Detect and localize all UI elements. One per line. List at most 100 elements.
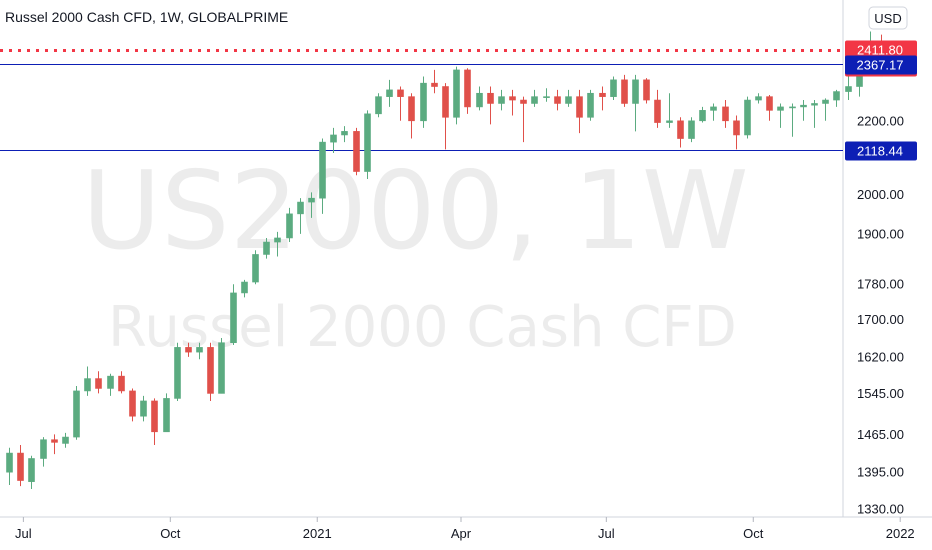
candle-14 [163, 393, 170, 433]
candle-42 [476, 86, 483, 111]
candle-60 [677, 117, 684, 148]
level-tag-bg-0 [845, 55, 917, 75]
candle-48 [543, 88, 550, 102]
candle-body [218, 342, 225, 394]
candle-body [845, 86, 852, 92]
candle-body [576, 96, 583, 118]
candle-body [666, 120, 673, 123]
candle-body [140, 400, 147, 417]
candle-19 [218, 338, 225, 394]
x-tick-label-1: Oct [160, 526, 181, 541]
candle-49 [554, 89, 561, 111]
level-tag-bg-1 [845, 141, 917, 161]
currency-badge[interactable] [868, 6, 908, 30]
candle-body [833, 91, 840, 101]
candle-body [420, 82, 427, 122]
candle-38 [431, 69, 438, 94]
candle-body [274, 237, 281, 243]
candle-body [84, 378, 91, 392]
candle-25 [286, 207, 293, 243]
candle-body [777, 106, 784, 111]
candle-body [800, 104, 807, 108]
candle-29 [330, 127, 337, 154]
y-tick-label-1: 2000.00 [857, 187, 904, 202]
candle-body [643, 79, 650, 101]
candle-74 [833, 89, 840, 107]
candle-67 [755, 93, 762, 104]
chart-title: Russel 2000 Cash CFD, 1W, GLOBALPRIME [5, 9, 288, 25]
candle-11 [129, 388, 136, 422]
candle-68 [766, 94, 773, 121]
candle-7 [84, 366, 91, 396]
candle-0 [6, 447, 13, 486]
candle-59 [666, 93, 673, 128]
candle-body [353, 131, 360, 172]
currency-label: USD [874, 11, 901, 26]
candle-4 [51, 434, 58, 455]
candle-10 [118, 371, 125, 394]
candle-75 [845, 76, 852, 101]
x-axis-ticks: JulOct2021AprJulOct2022Apr [15, 517, 915, 541]
candle-body [531, 96, 538, 104]
candle-body [73, 390, 80, 438]
candle-43 [487, 86, 494, 125]
candle-65 [733, 115, 740, 150]
candle-body [196, 347, 203, 353]
candle-body [476, 92, 483, 108]
level-tag-label-1: 2118.44 [857, 144, 903, 159]
candle-body [62, 436, 69, 444]
y-tick-label-3: 1780.00 [857, 277, 904, 292]
candle-body [263, 241, 270, 255]
candle-body [744, 99, 751, 136]
candle-body [174, 347, 181, 399]
candle-31 [353, 127, 360, 176]
candle-body [610, 79, 617, 97]
y-tick-label-7: 1465.00 [857, 427, 904, 442]
candle-1 [17, 445, 24, 487]
candle-55 [621, 74, 628, 107]
candle-71 [800, 100, 807, 121]
x-tick-label-2: 2021 [303, 526, 332, 541]
candle-body [587, 92, 594, 118]
candle-30 [341, 126, 348, 143]
candle-body [51, 439, 58, 443]
candle-26 [297, 198, 304, 234]
candle-41 [464, 68, 471, 114]
level-tag-0: 2367.17 [845, 55, 917, 75]
candle-33 [375, 93, 382, 118]
candle-37 [420, 76, 427, 128]
candle-17 [196, 342, 203, 360]
x-tick-label-4: Jul [598, 526, 615, 541]
candle-54 [610, 76, 617, 101]
candle-40 [453, 66, 460, 125]
current-price-value: 2411.80 [857, 43, 903, 58]
y-tick-label-8: 1395.00 [857, 465, 904, 480]
candle-57 [643, 78, 650, 104]
candle-61 [688, 117, 695, 143]
candle-13 [151, 398, 158, 446]
candle-body [733, 120, 740, 136]
watermark-symbol: US2000, 1W [82, 149, 749, 274]
candle-36 [408, 93, 415, 139]
candle-body [766, 96, 773, 111]
candle-body [341, 131, 348, 136]
candle-8 [95, 371, 102, 394]
candle-9 [107, 373, 114, 396]
candle-62 [699, 106, 706, 123]
y-tick-label-0: 2200.00 [857, 113, 904, 128]
candle-45 [509, 89, 516, 116]
candle-body [129, 390, 136, 417]
candle-body [554, 96, 561, 104]
candle-body [319, 141, 326, 199]
candle-body [107, 375, 114, 389]
candle-body [28, 458, 35, 482]
candle-47 [531, 89, 538, 107]
candle-body [118, 375, 125, 392]
candle-5 [62, 432, 69, 448]
candle-body [297, 201, 304, 215]
candle-body [364, 113, 371, 172]
candle-body [453, 69, 460, 118]
candle-32 [364, 110, 371, 180]
